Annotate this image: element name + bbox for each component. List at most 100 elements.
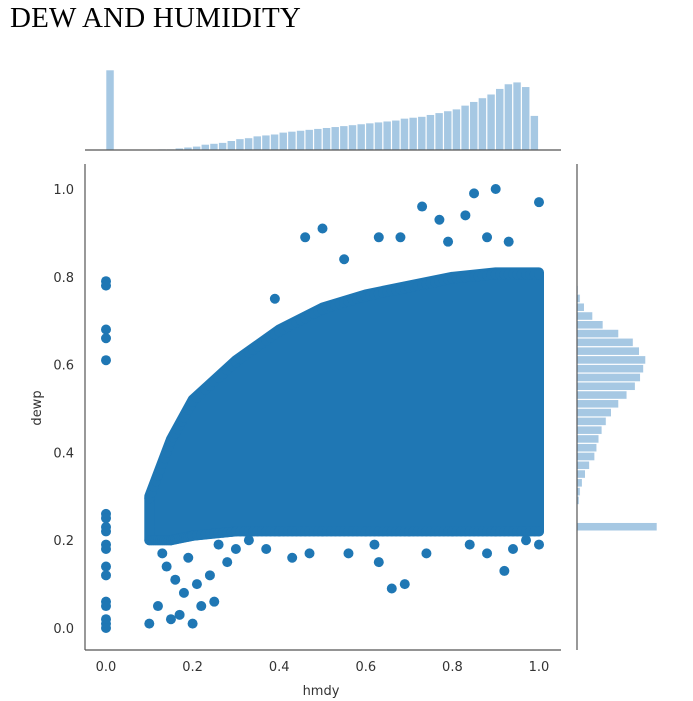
x-axis-label: hmdy <box>303 684 340 699</box>
dense-point-cloud <box>144 267 544 546</box>
scatter-point <box>339 254 350 265</box>
scatter-point <box>222 557 233 568</box>
scatter-point <box>460 210 471 221</box>
axes: 0.0 0.2 0.4 0.6 0.8 1.0 0.0 0.2 0.4 0.6 0.8 1.0 <box>53 164 561 675</box>
scatter-point <box>521 535 532 546</box>
histogram-bar <box>576 399 619 409</box>
histogram-bar <box>576 443 598 453</box>
x-tick-label: 0.6 <box>355 660 376 675</box>
x-tick-label: 1.0 <box>529 660 550 675</box>
histogram-bar <box>576 416 607 426</box>
scatter-point <box>101 543 111 554</box>
histogram-bar <box>252 135 262 151</box>
histogram-bar <box>576 408 612 417</box>
histogram-bar <box>356 123 366 151</box>
scatter-point <box>191 579 202 590</box>
histogram-bar <box>486 93 496 151</box>
histogram-bar <box>576 390 628 400</box>
histogram-bar <box>576 311 593 321</box>
scatter-point <box>101 570 111 581</box>
scatter-point <box>187 618 198 629</box>
scatter-point <box>101 324 111 335</box>
histogram-bar <box>469 101 479 151</box>
histogram-bar <box>400 118 409 151</box>
scatter-points <box>101 184 544 633</box>
scatter-point <box>300 232 311 243</box>
histogram-bar <box>417 116 427 151</box>
scatter-plot-area <box>101 184 544 633</box>
x-tick-label: 0.4 <box>269 660 290 675</box>
histogram-bar <box>576 452 595 461</box>
histogram-bar <box>226 140 236 151</box>
scatter-point <box>178 587 189 598</box>
scatter-point <box>395 232 406 243</box>
scatter-point <box>373 557 384 568</box>
scatter-point <box>369 539 380 550</box>
histogram-bar <box>244 137 253 151</box>
scatter-point <box>144 618 155 629</box>
histogram-bar <box>576 460 590 470</box>
scatter-point <box>434 214 445 225</box>
scatter-point <box>482 232 493 243</box>
scatter-point <box>204 570 215 581</box>
histogram-bar <box>348 124 357 151</box>
scatter-point <box>196 601 207 612</box>
x-tick-label: 0.8 <box>442 660 463 675</box>
scatter-point <box>373 232 384 243</box>
scatter-point <box>165 614 176 625</box>
histogram-bar <box>270 133 279 151</box>
scatter-point <box>417 201 428 212</box>
scatter-point <box>304 548 315 559</box>
histogram-bar <box>382 120 392 151</box>
y-tick-label: 0.2 <box>53 534 74 549</box>
histogram-bar <box>576 425 603 435</box>
scatter-point <box>534 197 544 208</box>
scatter-point <box>101 280 111 291</box>
scatter-point <box>174 609 185 620</box>
top-marginal-histogram <box>85 69 561 151</box>
histogram-bar <box>576 320 604 330</box>
histogram-bar <box>576 434 600 444</box>
histogram-bar <box>576 522 658 532</box>
scatter-point <box>503 236 514 247</box>
histogram-bar <box>235 138 245 151</box>
scatter-point <box>261 543 272 554</box>
scatter-point <box>161 561 172 572</box>
y-tick-label: 0.0 <box>53 622 74 637</box>
histogram-bar <box>339 125 349 151</box>
histogram-bar <box>322 127 331 151</box>
scatter-point <box>157 548 168 559</box>
histogram-bar <box>576 302 585 312</box>
histogram-bar <box>576 469 586 479</box>
histogram-bar <box>287 131 297 151</box>
scatter-point <box>399 579 410 590</box>
scatter-point <box>209 596 220 607</box>
histogram-bar <box>512 81 522 151</box>
scatter-point <box>386 583 397 594</box>
histogram-bar <box>434 112 444 151</box>
histogram-bar <box>495 88 505 151</box>
histogram-bar <box>576 355 646 365</box>
histogram-bar <box>365 122 375 151</box>
histogram-bar <box>452 108 461 151</box>
histogram-bar <box>209 143 219 151</box>
histogram-bar <box>261 134 271 151</box>
histogram-bar <box>391 119 401 151</box>
histogram-bar <box>426 114 435 151</box>
scatter-point <box>443 236 454 247</box>
x-tick-label: 0.2 <box>182 660 203 675</box>
histogram-bar <box>576 337 634 347</box>
right-marginal-histogram <box>576 164 658 650</box>
y-axis-label: dewp <box>30 390 45 425</box>
scatter-point <box>101 601 111 612</box>
histogram-bar <box>374 121 383 151</box>
scatter-point <box>101 561 111 572</box>
histogram-bar <box>478 97 487 151</box>
histogram-bar <box>330 126 340 151</box>
scatter-point <box>170 574 181 585</box>
scatter-point <box>317 223 328 234</box>
scatter-point <box>421 548 432 559</box>
histogram-bar <box>576 373 641 382</box>
page-title: DEW AND HUMIDITY <box>10 2 302 34</box>
scatter-point <box>534 269 544 280</box>
